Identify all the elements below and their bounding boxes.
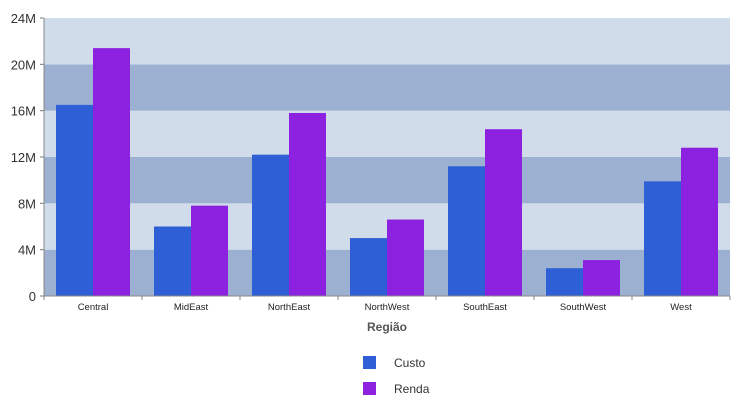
bar-custo-mideast <box>154 226 191 296</box>
bar-custo-southeast <box>448 166 485 296</box>
bar-custo-southwest <box>546 268 583 296</box>
legend: Custo Renda <box>363 356 430 396</box>
x-tick-label: MidEast <box>174 302 209 313</box>
y-tick-label: 12M <box>11 150 36 165</box>
y-tick-label: 16M <box>11 104 36 119</box>
y-tick-label: 8M <box>18 196 36 211</box>
legend-swatch-custo <box>363 356 376 369</box>
bar-renda-northwest <box>387 219 424 296</box>
grid-band <box>44 157 730 204</box>
x-tick-label: Central <box>78 302 109 313</box>
bar-custo-northwest <box>350 238 387 296</box>
bar-custo-central <box>56 104 93 296</box>
y-tick-label: 4M <box>18 243 36 258</box>
bar-renda-central <box>93 48 130 296</box>
x-tick-label: SouthWest <box>560 302 607 313</box>
y-tick-label: 20M <box>11 57 36 72</box>
x-axis-title: Região <box>367 320 407 334</box>
grid-band <box>44 64 730 111</box>
y-tick-label: 0 <box>29 289 36 304</box>
bars <box>56 48 718 296</box>
x-tick-label: NorthWest <box>365 302 410 313</box>
bar-renda-west <box>681 147 718 296</box>
x-tick-label: West <box>670 302 692 313</box>
grid-band <box>44 18 730 65</box>
legend-label-renda: Renda <box>394 382 430 396</box>
y-tick-label: 24M <box>11 11 36 26</box>
axes <box>43 18 730 297</box>
bar-custo-northeast <box>252 154 289 296</box>
grid-band <box>44 110 730 157</box>
grid-bands <box>44 18 730 296</box>
y-axis-ticks: 0 4M 8M 12M 16M 20M 24M <box>11 11 44 304</box>
x-axis-ticks: Central MidEast NorthEast NorthWest SouthEas… <box>43 296 731 313</box>
bar-renda-northeast <box>289 112 326 296</box>
legend-label-custo: Custo <box>394 356 426 370</box>
legend-swatch-renda <box>363 382 376 395</box>
bar-renda-southwest <box>583 260 620 296</box>
bar-renda-southeast <box>485 129 522 296</box>
x-tick-label: SouthEast <box>463 302 507 313</box>
bar-renda-mideast <box>191 205 228 296</box>
bar-custo-west <box>644 181 681 296</box>
x-tick-label: NorthEast <box>268 302 311 313</box>
